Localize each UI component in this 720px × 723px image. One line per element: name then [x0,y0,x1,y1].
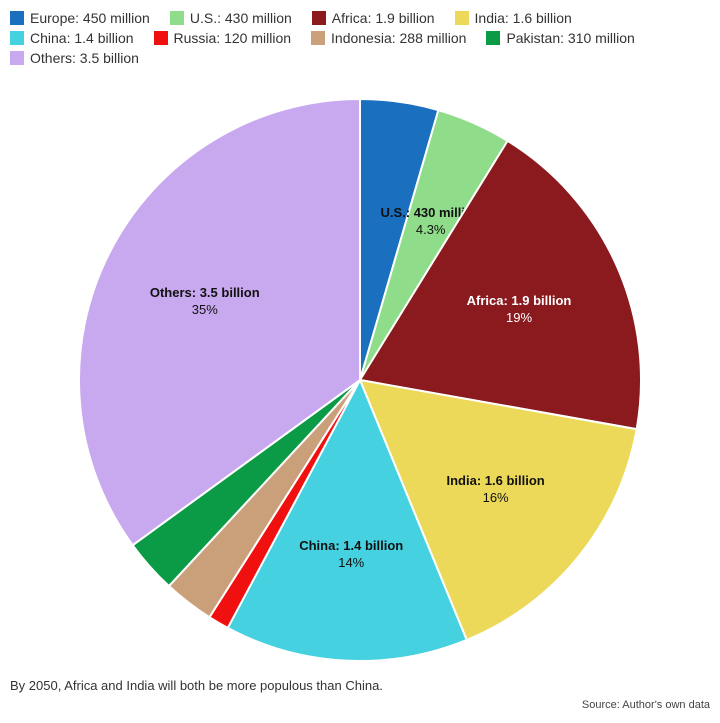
legend-label: Indonesia: 288 million [331,30,467,46]
slice-name: Africa: 1.9 billion [466,292,572,308]
slice-name: Others: 3.5 billion [149,284,260,300]
source: Source: Author's own data [581,699,710,711]
legend-label: China: 1.4 billion [30,30,134,46]
legend-item: Pakistan: 310 million [486,30,635,46]
slice-name: U.S.: 430 million [380,204,481,220]
pie-slice [78,97,361,547]
legend-label: Africa: 1.9 billion [331,10,435,26]
slice-name: India: 1.6 billion [446,473,545,489]
pie-slice [226,377,469,662]
legend-item: Russia: 120 million [153,30,292,46]
legend-label: Others: 3.5 billion [30,50,139,66]
legend-swatch [153,31,168,45]
legend-label: India: 1.6 billion [474,10,572,26]
pie-slice [358,378,638,642]
legend-swatch [454,11,469,25]
legend-label: Russia: 120 million [173,30,292,46]
legend-swatch [10,11,24,25]
legend-item: Indonesia: 288 million [311,30,466,46]
slice-name: China: 1.4 billion [299,537,404,553]
legend-swatch [311,31,326,45]
legend-item: China: 1.4 billion [10,30,134,46]
caption: By 2050, Africa and India will both be m… [10,678,383,693]
legend: Europe: 450 million U.S.: 430 million Afri… [10,10,690,66]
legend-item: Africa: 1.9 billion [311,10,435,26]
legend-label: Europe: 450 million [30,10,150,26]
slice-value-label: 4.3% [415,221,446,237]
legend-item: Europe: 450 million [10,10,150,26]
legend-item: India: 1.6 billion [454,10,572,26]
legend-label: Pakistan: 310 million [506,30,635,46]
legend-label: U.S.: 430 million [189,10,292,26]
legend-item: Others: 3.5 billion [10,50,139,66]
legend-swatch [10,31,24,45]
slice-value-label: 35% [191,301,218,317]
slice-value-label: 16% [482,490,509,506]
legend-item: U.S.: 430 million [169,10,292,26]
pie-slice [358,139,642,431]
slice-value-label: 14% [338,554,365,570]
slice-value-label: 19% [505,309,533,325]
legend-swatch [311,11,326,25]
legend-swatch [169,11,184,25]
legend-swatch [10,51,24,65]
legend-swatch [486,31,501,45]
